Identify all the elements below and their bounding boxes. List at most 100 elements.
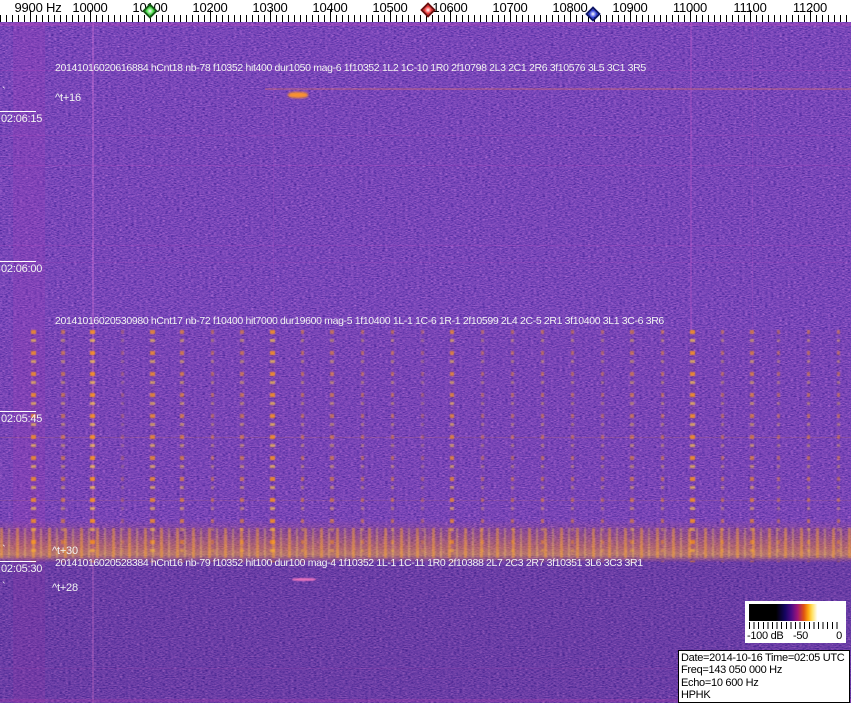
echo-streak bbox=[806, 330, 810, 562]
ruler-frequency-label: 10800 bbox=[552, 0, 588, 15]
ruler-frequency-label: 9900 Hz bbox=[14, 0, 62, 15]
echo-streak bbox=[61, 330, 65, 562]
ruler-major-tick bbox=[30, 10, 31, 22]
persistent-vertical-line bbox=[690, 22, 692, 330]
info-date-time: Date=2014-10-16 Time=02:05 UTC bbox=[681, 652, 845, 664]
time-axis-tick bbox=[0, 561, 36, 562]
echo-streak bbox=[510, 330, 514, 562]
echo-streak bbox=[836, 330, 840, 562]
info-station: HPHK bbox=[681, 688, 711, 701]
echo-streak bbox=[600, 330, 604, 562]
faint-horizontal-line bbox=[0, 699, 851, 702]
echo-streak bbox=[300, 330, 304, 562]
echo-streak bbox=[689, 330, 695, 562]
spectrogram-display bbox=[0, 22, 851, 703]
echo-streak bbox=[120, 330, 124, 562]
ruler-major-tick bbox=[690, 10, 691, 22]
echo-streak bbox=[330, 330, 334, 562]
echo-streak bbox=[180, 330, 184, 562]
echo-band-dashes bbox=[0, 528, 851, 558]
ruler-major-tick bbox=[330, 10, 331, 22]
faint-horizontal-line bbox=[0, 165, 851, 166]
faint-horizontal-line bbox=[0, 23, 851, 26]
time-label: 02:06:15 bbox=[1, 113, 43, 125]
echo-streak bbox=[30, 330, 36, 562]
spectrogram-noise bbox=[0, 22, 851, 703]
faint-horizontal-line bbox=[0, 70, 851, 71]
ruler-frequency-label: 10700 bbox=[492, 0, 528, 15]
faint-horizontal-line bbox=[265, 88, 851, 90]
edge-tick-mark: ` bbox=[2, 581, 6, 593]
ruler-minor-ticks bbox=[0, 15, 851, 22]
echo-streak bbox=[776, 330, 780, 562]
ruler-frequency-label: 11000 bbox=[672, 0, 708, 15]
echo-streak bbox=[630, 330, 634, 562]
persistent-vertical-line bbox=[752, 22, 753, 330]
carrier-left-column bbox=[13, 22, 45, 703]
time-axis-tick bbox=[0, 261, 36, 262]
color-gradient-bar bbox=[749, 604, 839, 621]
echo-streak bbox=[720, 330, 724, 562]
info-frequency: Freq=143 050 000 Hz bbox=[681, 664, 783, 677]
persistent-vertical-line bbox=[273, 86, 274, 330]
time-label: 02:05:45 bbox=[1, 413, 43, 425]
echo-bright-band bbox=[0, 520, 851, 562]
ruler-major-tick bbox=[750, 10, 751, 22]
echo-streak bbox=[660, 330, 664, 562]
meteor-ping bbox=[288, 92, 308, 98]
faint-horizontal-line bbox=[0, 245, 851, 246]
echo-streak bbox=[149, 330, 155, 562]
time-axis-tick bbox=[0, 411, 36, 412]
info-echo: Echo=10 600 Hz bbox=[681, 676, 759, 689]
ruler-major-tick bbox=[90, 10, 91, 22]
edge-tick-mark: ` bbox=[2, 86, 6, 98]
time-axis-tick bbox=[0, 111, 36, 112]
ruler-frequency-label: 10600 bbox=[432, 0, 468, 15]
echo-streak bbox=[750, 330, 754, 562]
echo-streak bbox=[420, 330, 424, 562]
detection-annotation: 20141016020528384 hCnt16 nb-79 f10352 hi… bbox=[55, 557, 643, 569]
ruler-frequency-label: 10400 bbox=[312, 0, 348, 15]
detection-annotation: 20141016020530980 hCnt17 nb-72 f10400 hi… bbox=[55, 315, 664, 327]
color-scale-ticks bbox=[749, 622, 839, 629]
meteor-ping bbox=[292, 578, 316, 581]
echo-streak bbox=[269, 330, 275, 562]
ruler-major-tick bbox=[390, 10, 391, 22]
echo-streak bbox=[360, 330, 364, 562]
echo-streak bbox=[480, 330, 484, 562]
faint-horizontal-line bbox=[0, 262, 851, 263]
ruler-frequency-label: 10200 bbox=[192, 0, 228, 15]
db-max-label: 0 bbox=[836, 630, 842, 642]
ruler-major-tick bbox=[570, 10, 571, 22]
echo-streak bbox=[570, 330, 574, 562]
faint-horizontal-line bbox=[0, 500, 851, 501]
ruler-major-tick bbox=[630, 10, 631, 22]
echo-streak bbox=[450, 330, 454, 562]
ruler-major-tick bbox=[210, 10, 211, 22]
db-mid-label: -50 bbox=[793, 630, 808, 642]
ruler-frequency-label: 11100 bbox=[733, 0, 767, 15]
echo-streak bbox=[210, 330, 214, 562]
ruler-major-tick bbox=[450, 10, 451, 22]
echo-streak bbox=[540, 330, 544, 562]
t-offset-marker: ^t+30 bbox=[52, 545, 78, 557]
ruler-major-tick bbox=[810, 10, 811, 22]
echo-streak bbox=[89, 330, 95, 562]
ruler-major-tick bbox=[510, 10, 511, 22]
faint-horizontal-line bbox=[0, 437, 851, 438]
detection-annotation: 20141016020616884 hCnt18 nb-78 f10352 hi… bbox=[55, 62, 646, 74]
ruler-frequency-label: 10900 bbox=[612, 0, 648, 15]
ruler-frequency-label: 10500 bbox=[372, 0, 408, 15]
edge-tick-mark: ` bbox=[2, 544, 6, 556]
faint-horizontal-line bbox=[0, 668, 851, 669]
ruler-major-tick bbox=[270, 10, 271, 22]
db-color-scale: -100 dB -50 0 bbox=[745, 601, 846, 643]
echo-streak bbox=[240, 330, 244, 562]
spectrogram-features bbox=[0, 22, 851, 703]
ruler-frequency-label: 11200 bbox=[792, 0, 828, 15]
t-offset-marker: ^t+28 bbox=[52, 582, 78, 594]
t-offset-marker: ^t+16 bbox=[55, 92, 81, 104]
observation-info-box: Date=2014-10-16 Time=02:05 UTC Freq=143 … bbox=[678, 650, 850, 703]
